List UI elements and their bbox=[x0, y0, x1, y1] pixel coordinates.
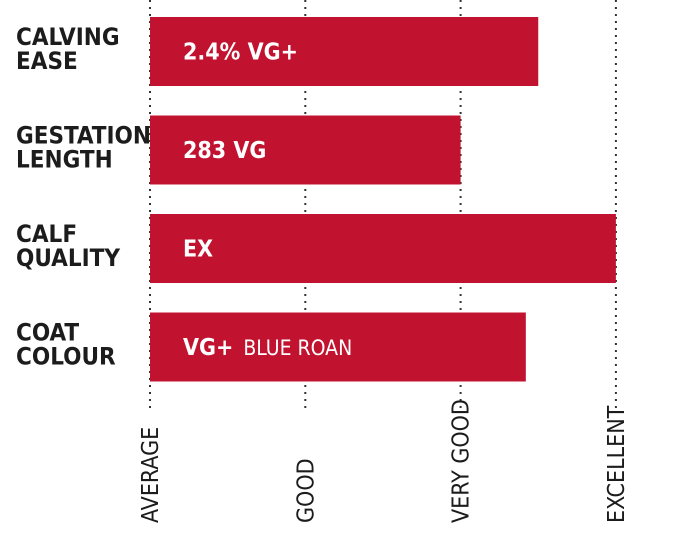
bar-value-label-0: 2.4% VG+ bbox=[183, 40, 298, 66]
x-tick-label-3: EXCELLENT bbox=[604, 405, 630, 523]
category-label-2-1: QUALITY bbox=[16, 244, 120, 272]
bar-value-label-1: 283 VG bbox=[183, 138, 266, 164]
x-tick-label-2: VERY GOOD bbox=[449, 399, 475, 523]
bar-2 bbox=[150, 214, 616, 283]
bar-sub-label-3: BLUE ROAN bbox=[243, 336, 352, 360]
bar-value-label-2: EX bbox=[183, 237, 213, 263]
bar-3 bbox=[150, 312, 526, 382]
category-label-2-0: CALF bbox=[16, 220, 77, 248]
category-label-0-0: CALVING bbox=[16, 23, 120, 51]
bar-value-label-3: VG+ BLUE ROAN bbox=[183, 335, 352, 361]
category-label-1-1: LENGTH bbox=[16, 146, 113, 174]
category-label-3-1: COLOUR bbox=[16, 343, 116, 371]
category-label-3-0: COAT bbox=[16, 319, 79, 347]
bars: 2.4% VG+ 283 VG EX VG+ BLUE ROAN bbox=[150, 17, 616, 382]
bar-1 bbox=[150, 115, 461, 185]
x-tick-label-1: GOOD bbox=[293, 458, 319, 523]
bar-0 bbox=[150, 17, 539, 86]
x-tick-labels: AVERAGE GOOD VERY GOOD EXCELLENT bbox=[138, 399, 630, 523]
category-label-1-0: GESTATION bbox=[16, 122, 151, 150]
x-tick-label-0: AVERAGE bbox=[138, 427, 164, 523]
grid-lines bbox=[149, 0, 617, 408]
category-label-0-1: EASE bbox=[16, 47, 78, 75]
